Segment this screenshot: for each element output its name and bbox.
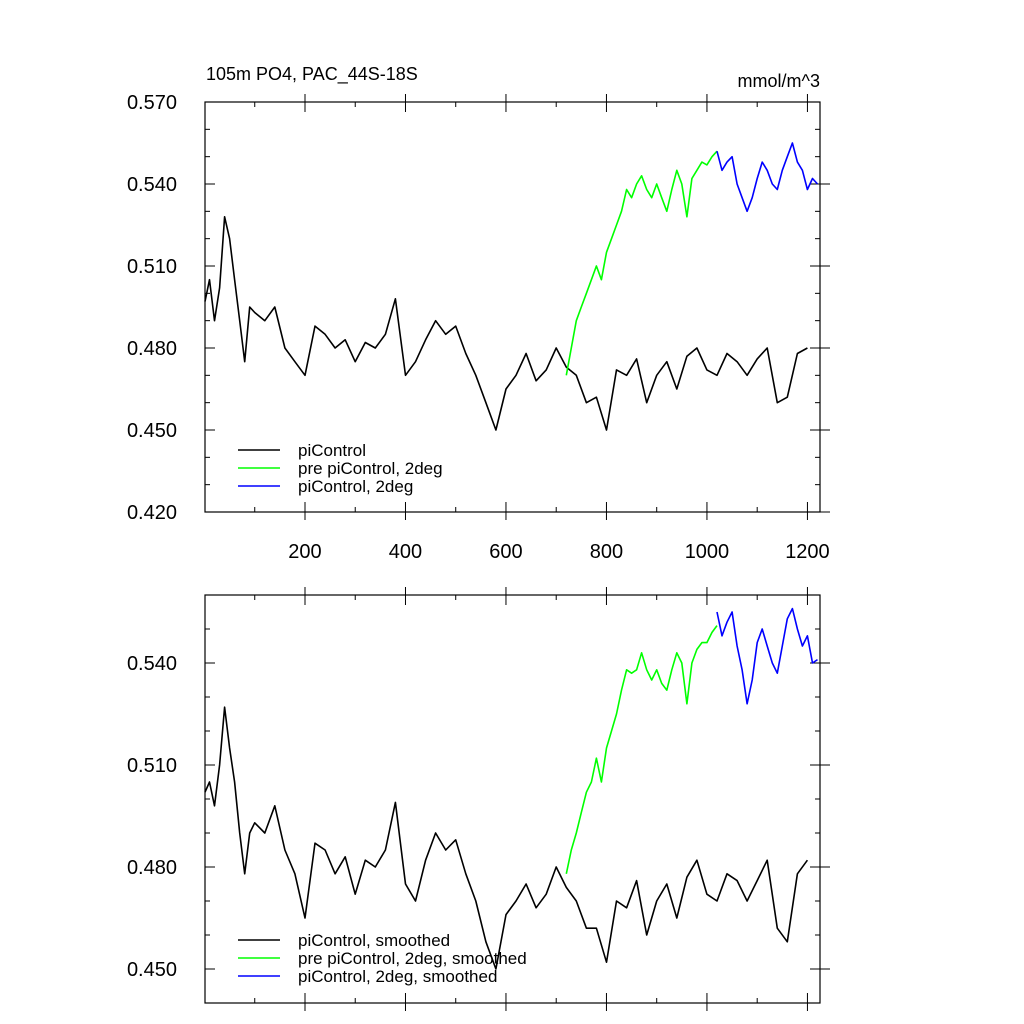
y-tick-label: 0.450	[127, 420, 177, 442]
y-tick-label: 0.480	[127, 338, 177, 360]
series-line-0	[204, 706, 809, 970]
x-tick-label: 200	[288, 541, 321, 563]
top-panel: 105m PO4, PAC_44S-18S mmol/m^3 200 400 600…	[127, 64, 830, 563]
y-tick-label: 0.540	[127, 653, 177, 675]
legend-label: pre piControl, 2deg, smoothed	[298, 949, 527, 968]
series-line-1	[565, 625, 718, 874]
y-tick-label: 0.570	[127, 92, 177, 114]
legend-label: piControl, 2deg	[298, 477, 413, 496]
y-tick-label: 0.510	[127, 256, 177, 278]
y-tick-label: 0.540	[127, 174, 177, 196]
plot-frame	[204, 101, 821, 513]
legend-label: pre piControl, 2deg	[298, 459, 443, 478]
legend-label: piControl, 2deg, smoothed	[298, 967, 497, 986]
y-tick-label: 0.480	[127, 857, 177, 879]
y-tick-label: 0.420	[127, 502, 177, 524]
x-tick-label: 400	[389, 541, 422, 563]
series-line-2	[716, 607, 818, 705]
legend-label: piControl	[298, 441, 366, 460]
legend-label: piControl, smoothed	[298, 931, 450, 950]
series-line-0	[204, 216, 808, 431]
y-tick-label: 0.510	[127, 755, 177, 777]
y-tick-label: 0.450	[127, 959, 177, 981]
top-panel-title: 105m PO4, PAC_44S-18S	[206, 64, 418, 85]
series-line-2	[716, 142, 819, 213]
x-tick-label: 800	[590, 541, 623, 563]
top-plot-area: 200 400 600 800 1000 1200 0.420 0.450 0.480 0.510…	[127, 92, 830, 563]
x-tick-label: 1000	[685, 541, 730, 563]
x-tick-label: 1200	[785, 541, 830, 563]
x-tick-label: 600	[489, 541, 522, 563]
units-label: mmol/m^3	[738, 71, 820, 91]
series-line-1	[565, 150, 718, 376]
